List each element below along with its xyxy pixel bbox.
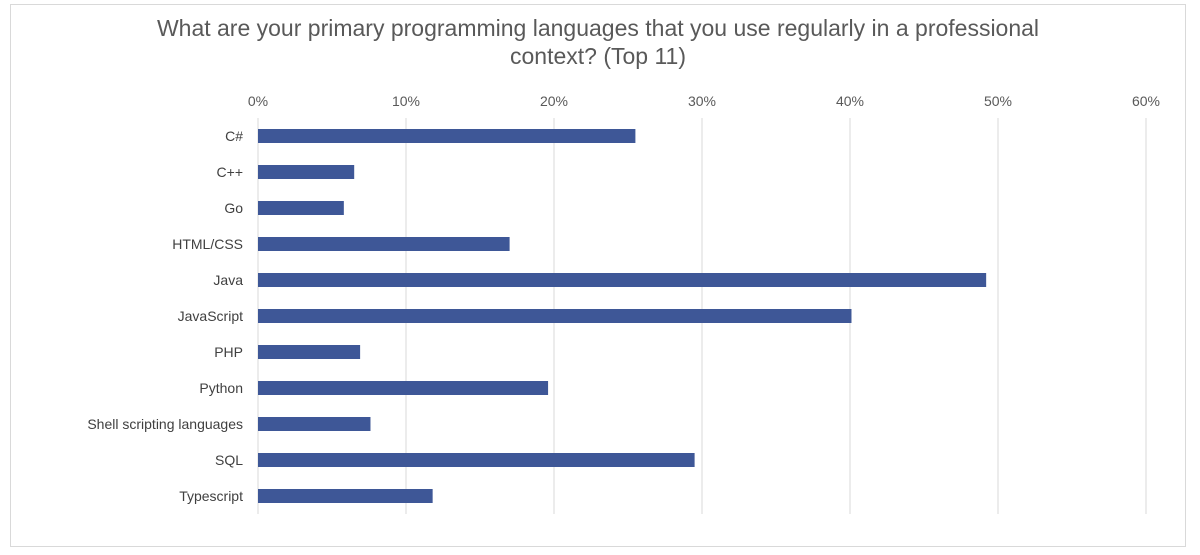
- bar: [258, 453, 695, 467]
- bar: [258, 345, 361, 359]
- bar: [258, 237, 510, 251]
- x-tick-label: 10%: [392, 93, 420, 109]
- bar: [258, 417, 371, 431]
- bar: [258, 201, 344, 215]
- category-label: Go: [224, 200, 243, 216]
- chart-title: What are your primary programming langua…: [0, 14, 1196, 70]
- x-tick-label: 30%: [688, 93, 716, 109]
- category-label: JavaScript: [178, 308, 243, 324]
- category-label: C#: [225, 128, 243, 144]
- bar: [258, 489, 433, 503]
- x-axis-tick-labels: 0% 10% 20% 30% 40% 50% 60%: [248, 93, 1160, 109]
- x-tick-label: 60%: [1132, 93, 1160, 109]
- bar: [258, 273, 987, 287]
- bars: [258, 129, 987, 503]
- category-label: Java: [213, 272, 243, 288]
- x-tick-label: 20%: [540, 93, 568, 109]
- category-label: Python: [199, 380, 243, 396]
- chart-title-line-1: What are your primary programming langua…: [156, 15, 1040, 41]
- category-label: PHP: [214, 344, 243, 360]
- category-label: Typescript: [179, 488, 243, 504]
- x-tick-label: 0%: [248, 93, 268, 109]
- category-label: HTML/CSS: [172, 236, 243, 252]
- bar: [258, 309, 852, 323]
- category-labels: C# C++ Go HTML/CSS Java JavaScript PHP Python Sh…: [87, 128, 243, 504]
- bar: [258, 381, 549, 395]
- category-label: SQL: [215, 452, 243, 468]
- bar: [258, 129, 636, 143]
- bar: [258, 165, 355, 179]
- category-label: Shell scripting languages: [87, 416, 243, 432]
- chart-title-line-2: context? (Top 11): [509, 43, 686, 69]
- x-tick-label: 50%: [984, 93, 1012, 109]
- x-tick-label: 40%: [836, 93, 864, 109]
- category-label: C++: [217, 164, 243, 180]
